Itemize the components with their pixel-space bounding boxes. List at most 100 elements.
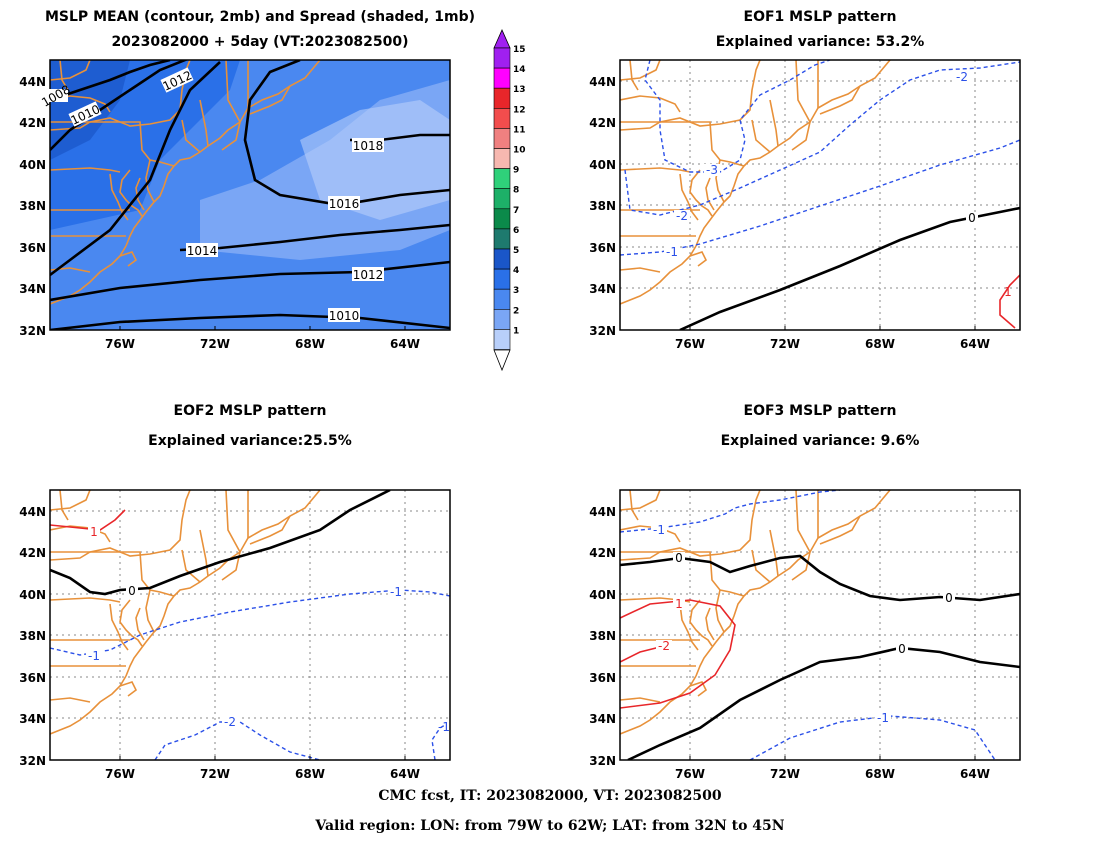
eof3-contour-label: 1 [675,597,683,611]
panel2-frame [619,59,1021,331]
lon-tick-label: 76W [675,337,705,351]
lat-tick-label: 44N [19,505,46,519]
lat-tick-label: 34N [589,712,616,726]
eof3-contour-label: -2 [658,639,670,653]
eof2-contour-label: -1 [438,720,450,734]
colorbar-swatch [493,128,511,149]
spread-colorbar: 15 14 13 12 11 10 9 8 7 6 5 4 3 2 1 [493,29,526,372]
lat-tick-label: 42N [19,116,46,130]
colorbar-label: 12 [513,105,526,115]
lon-tick-label: 76W [675,767,705,781]
lon-tick-label: 72W [200,767,230,781]
lon-tick-label: 68W [865,337,895,351]
colorbar-swatch [493,228,511,250]
panel2-title: EOF1 MSLP pattern [743,9,897,25]
lat-tick-label: 42N [589,116,616,130]
isobar-label: 1012 [353,268,384,282]
panel4-contour-labels: -1 0 0 1 -2 0 -1 [651,523,955,725]
eof2-contour-label: 0 [128,584,136,598]
lon-tick-label: 68W [295,337,325,351]
panel2-map [620,60,1020,330]
panel4-title: EOF3 MSLP pattern [743,403,897,419]
lat-tick-label: 38N [589,629,616,643]
lat-tick-label: 32N [19,754,46,768]
colorbar-swatch [493,288,511,310]
colorbar-label: 14 [513,65,526,75]
lon-tick-label: 64W [390,767,420,781]
lat-tick-label: 34N [19,712,46,726]
lat-tick-label: 32N [19,324,46,338]
colorbar-swatch [493,108,511,129]
lat-tick-label: 40N [589,158,616,172]
panel3-frame [49,489,451,761]
lat-tick-label: 38N [19,629,46,643]
isobar-label: 1016 [329,197,360,211]
panel2-contour-labels: -2 -3 -2 -1 0 1 [664,70,1012,299]
colorbar-label: 5 [513,246,519,256]
panel3-contour-labels: 1 0 -1 -1 -2 -1 [86,525,450,734]
lon-tick-label: 72W [770,337,800,351]
colorbar-label: 9 [513,166,519,176]
panel1-contour-labels: 1008 1010 1012 1018 1016 1014 1012 1010 [39,67,384,323]
lat-tick-label: 42N [19,546,46,560]
eof1-contour-label: -2 [956,70,968,84]
panel4-subtitle: Explained variance: 9.6% [720,433,920,449]
eof1-contour-label: 1 [1004,285,1012,299]
lat-tick-label: 34N [589,282,616,296]
panel1-frame [49,59,451,331]
lat-tick-label: 34N [19,282,46,296]
lat-tick-label: 44N [589,505,616,519]
colorbar-label: 3 [513,286,519,296]
tick-marks [119,326,976,760]
eof2-contour-label: -1 [88,649,100,663]
eof1-contour-label: 0 [968,211,976,225]
lat-tick-label: 32N [589,754,616,768]
lon-tick-label: 76W [105,337,135,351]
isobar-label: 1010 [329,309,360,323]
colorbar-swatch [493,47,511,69]
lat-tick-label: 36N [19,671,46,685]
colorbar-label: 6 [513,226,519,236]
eof1-contour-label: -3 [706,163,718,177]
panel2-subtitle: Explained variance: 53.2% [715,34,925,50]
panel3-map [50,490,450,760]
footer-valid-region: Valid region: LON: from 79W to 62W; LAT:… [315,818,785,834]
eof3-contour-label: 0 [675,551,683,565]
colorbar-label: 11 [513,125,526,135]
colorbar-swatch [493,188,511,210]
lat-tick-label: 40N [589,588,616,602]
eof1-contour-label: -2 [676,209,688,223]
isobar-label: 1018 [353,139,384,153]
eof1-contour-label: -1 [666,245,678,259]
eof2-contour-label: 1 [90,525,98,539]
lat-tick-label: 44N [19,75,46,89]
lon-tick-label: 64W [960,767,990,781]
colorbar-swatch [493,87,511,109]
colorbar-swatch [493,168,511,190]
panel4-map [620,490,1020,760]
colorbar-label: 15 [513,45,526,55]
footer-forecast-info: CMC fcst, IT: 2023082000, VT: 2023082500 [378,788,722,804]
lon-tick-label: 64W [390,337,420,351]
lat-tick-label: 42N [589,546,616,560]
lat-tick-label: 36N [589,241,616,255]
panel3-title: EOF2 MSLP pattern [173,403,327,419]
lat-tick-label: 36N [589,671,616,685]
lat-tick-label: 32N [589,324,616,338]
panel1-subtitle: 2023082000 + 5day (VT:2023082500) [111,34,409,50]
lat-tick-label: 36N [19,241,46,255]
lon-tick-label: 72W [770,767,800,781]
lat-tick-label: 44N [589,75,616,89]
colorbar-swatch [493,67,511,89]
lon-tick-label: 64W [960,337,990,351]
colorbar-label: 4 [513,266,519,276]
lon-tick-label: 68W [295,767,325,781]
lat-tick-label: 40N [19,158,46,172]
colorbar-label: 13 [513,85,526,95]
colorbar-swatch [493,268,511,290]
eof3-contour-label: 0 [945,591,953,605]
colorbar-label: 2 [513,306,519,316]
colorbar-swatch [493,329,511,350]
lat-tick-label: 40N [19,588,46,602]
